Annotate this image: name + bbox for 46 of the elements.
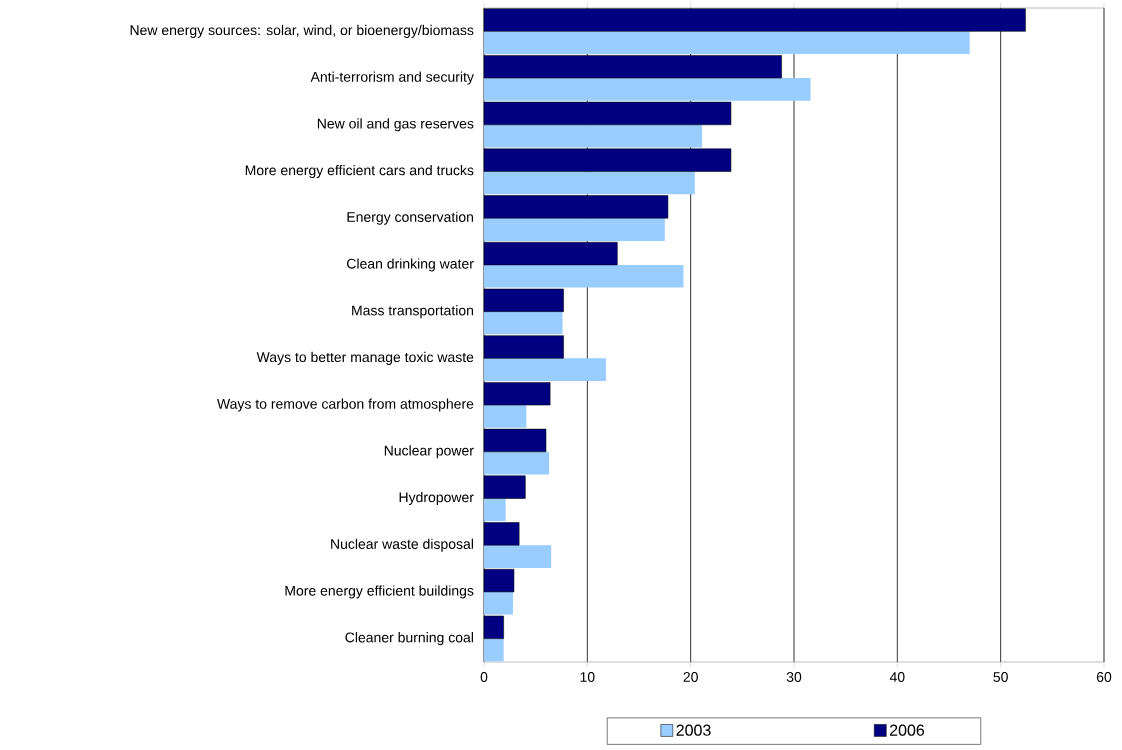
bar <box>484 171 695 195</box>
bar <box>483 475 526 499</box>
x-tick-label: 10 <box>580 672 595 682</box>
y-tick-label: Clean drinking water <box>347 258 474 272</box>
x-tick-label: 50 <box>993 672 1008 682</box>
y-tick-label: Ways to better manage toxic waste <box>256 351 474 365</box>
x-tick-label: 60 <box>1096 672 1112 682</box>
bar <box>484 498 506 522</box>
x-tick-label: 40 <box>889 672 905 682</box>
bar <box>484 311 563 335</box>
y-tick-label: More energy efficient cars and trucks <box>245 164 474 179</box>
bar <box>484 78 811 101</box>
y-tick-label: New oil and gas reserves <box>317 118 474 132</box>
bar <box>483 101 732 126</box>
x-tick-label: 20 <box>683 672 698 682</box>
bar <box>484 451 550 475</box>
bar <box>484 591 513 615</box>
y-tick-label: Anti-terrorism and security <box>310 71 474 85</box>
y-tick-label: Mass transportation <box>352 305 474 319</box>
y-tick-label: Nuclear waste disposal <box>331 538 473 552</box>
bar <box>484 545 552 568</box>
bar <box>484 31 970 55</box>
bar <box>484 405 527 428</box>
x-tick-label: 0 <box>480 672 488 682</box>
legend-label: 2006 <box>889 724 925 736</box>
bar <box>483 382 551 406</box>
bar <box>483 428 547 453</box>
bar <box>484 638 504 662</box>
y-tick-label: Ways to remove carbon from atmosphere <box>217 398 474 412</box>
bar <box>483 568 515 593</box>
y-tick-label: Cleaner burning coal <box>345 632 473 646</box>
bar <box>483 335 564 359</box>
y-tick-label: New energy sources: solar, wind, or bioenergy/biomass <box>130 24 474 38</box>
y-tick-label: Energy conservation <box>347 211 474 225</box>
y-tick-label: Nuclear power <box>384 445 474 459</box>
bar <box>483 615 504 639</box>
y-tick-label: More energy efficient buildings <box>285 585 474 599</box>
bar <box>484 218 665 241</box>
x-tick-label: 30 <box>786 672 802 682</box>
bar <box>484 264 684 288</box>
y-tick-label: Hydropower <box>399 491 474 506</box>
bar <box>484 124 703 148</box>
bar <box>484 358 606 382</box>
bar <box>483 288 564 312</box>
bar <box>483 522 520 546</box>
legend-label: 2003 <box>676 724 711 736</box>
